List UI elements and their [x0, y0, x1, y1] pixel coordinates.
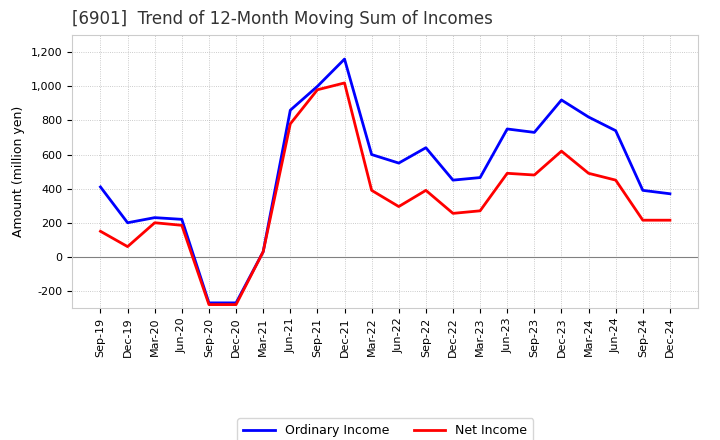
Net Income: [530, 172, 539, 178]
Net Income: [259, 249, 268, 254]
Net Income: [449, 211, 457, 216]
Ordinary Income: [232, 300, 240, 305]
Ordinary Income: [530, 130, 539, 135]
Net Income: [96, 229, 105, 234]
Ordinary Income: [611, 128, 620, 133]
Net Income: [313, 87, 322, 92]
Ordinary Income: [557, 97, 566, 103]
Net Income: [341, 80, 349, 85]
Ordinary Income: [639, 188, 647, 193]
Net Income: [421, 188, 430, 193]
Ordinary Income: [341, 56, 349, 62]
Ordinary Income: [96, 184, 105, 190]
Text: [6901]  Trend of 12-Month Moving Sum of Incomes: [6901] Trend of 12-Month Moving Sum of I…: [72, 10, 493, 28]
Net Income: [584, 171, 593, 176]
Ordinary Income: [313, 84, 322, 89]
Ordinary Income: [395, 161, 403, 166]
Ordinary Income: [584, 114, 593, 120]
Ordinary Income: [367, 152, 376, 157]
Line: Ordinary Income: Ordinary Income: [101, 59, 670, 303]
Legend: Ordinary Income, Net Income: Ordinary Income, Net Income: [237, 418, 534, 440]
Ordinary Income: [476, 175, 485, 180]
Line: Net Income: Net Income: [101, 83, 670, 304]
Net Income: [665, 217, 674, 223]
Net Income: [204, 302, 213, 307]
Ordinary Income: [123, 220, 132, 225]
Net Income: [232, 302, 240, 307]
Net Income: [395, 204, 403, 209]
Net Income: [557, 149, 566, 154]
Ordinary Income: [503, 126, 511, 132]
Ordinary Income: [259, 249, 268, 254]
Ordinary Income: [665, 191, 674, 196]
Ordinary Income: [286, 107, 294, 113]
Ordinary Income: [421, 145, 430, 150]
Net Income: [286, 121, 294, 127]
Ordinary Income: [204, 300, 213, 305]
Net Income: [150, 220, 159, 225]
Net Income: [639, 217, 647, 223]
Net Income: [123, 244, 132, 249]
Net Income: [476, 208, 485, 213]
Net Income: [178, 223, 186, 228]
Net Income: [503, 171, 511, 176]
Ordinary Income: [150, 215, 159, 220]
Ordinary Income: [178, 216, 186, 222]
Net Income: [611, 177, 620, 183]
Net Income: [367, 188, 376, 193]
Ordinary Income: [449, 177, 457, 183]
Y-axis label: Amount (million yen): Amount (million yen): [12, 106, 25, 237]
